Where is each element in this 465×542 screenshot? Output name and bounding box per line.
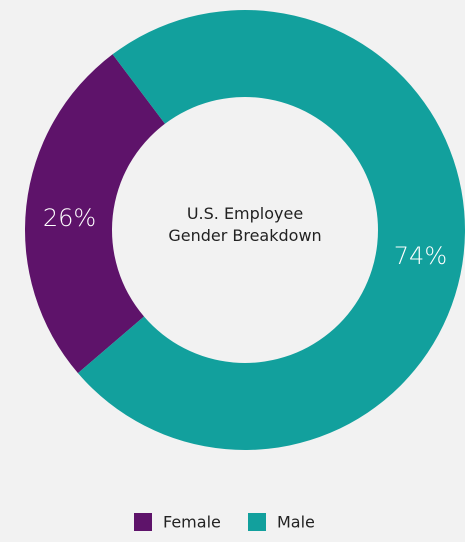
legend-label: Female: [163, 513, 221, 532]
donut-slice: [77, 10, 465, 450]
legend-swatch: [248, 513, 266, 531]
value-label: 26%: [43, 204, 96, 232]
chart-title: U.S. Employee Gender Breakdown: [168, 204, 322, 245]
legend-label: Male: [277, 513, 315, 532]
donut-slice: [25, 54, 165, 374]
legend-swatch: [134, 513, 152, 531]
value-label: 74%: [394, 242, 447, 270]
